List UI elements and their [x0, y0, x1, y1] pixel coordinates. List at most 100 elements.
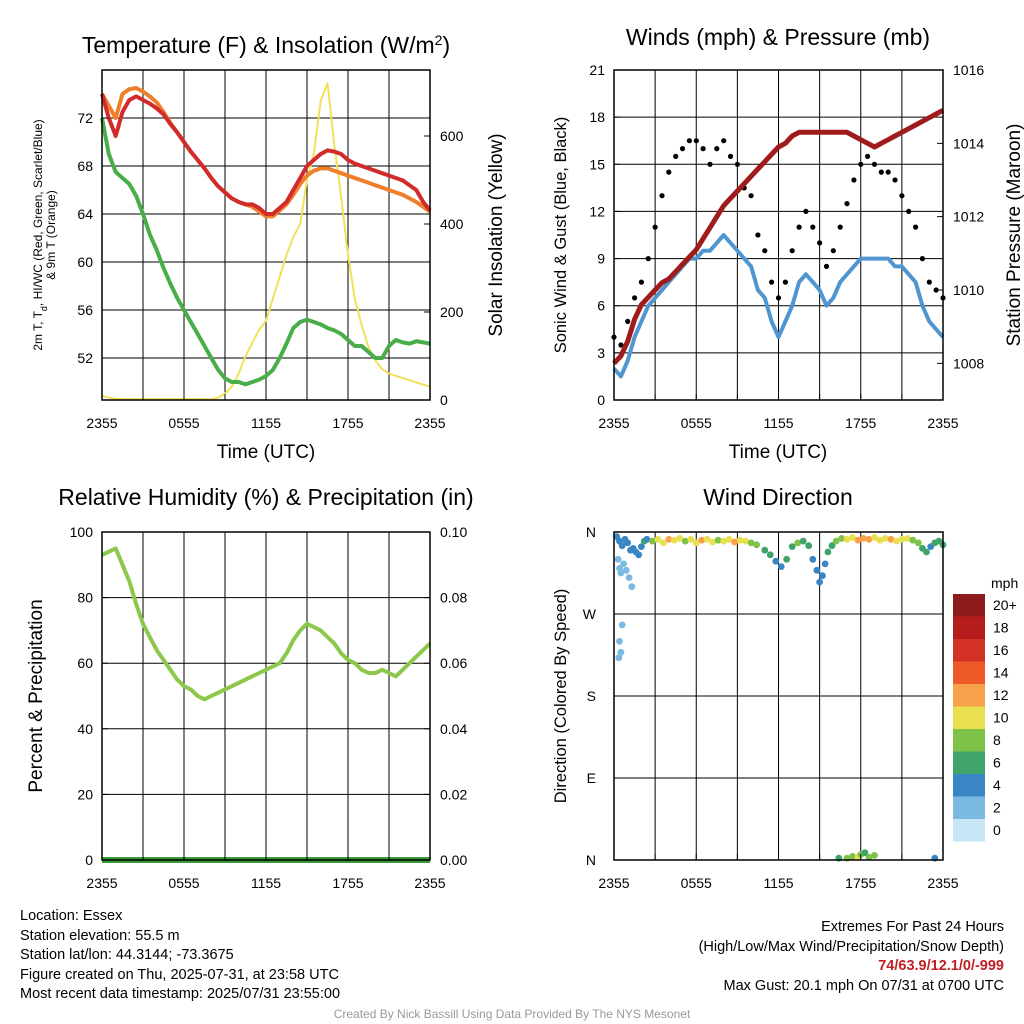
direction-point	[854, 536, 862, 544]
y-tick-label: 68	[77, 158, 93, 174]
temperature-plot-area	[100, 82, 432, 401]
direction-point	[871, 534, 878, 541]
direction-point	[865, 535, 873, 543]
winds-plot-area	[611, 108, 946, 379]
direction-point	[620, 560, 627, 568]
legend-swatch	[953, 661, 985, 684]
x-tick-label: 0555	[168, 875, 199, 891]
direction-point	[861, 849, 869, 857]
gust-point	[673, 153, 679, 159]
temperature-xlabel: Time (UTC)	[217, 442, 316, 463]
direction-point	[821, 560, 829, 568]
svg-text:2m T, Td, HI/WC (Red, Green, S: 2m T, Td, HI/WC (Red, Green, Scarlet/Blu…	[31, 119, 49, 350]
y-tick-label: 40	[77, 721, 93, 737]
direction-point	[736, 536, 744, 544]
direction-point	[747, 539, 755, 547]
direction-point	[849, 853, 856, 860]
direction-point	[816, 578, 823, 586]
y-tick-label: 52	[77, 350, 93, 366]
gust-point	[645, 256, 651, 262]
legend-swatch	[953, 729, 985, 752]
x-tick-label: 0555	[681, 415, 712, 431]
gust-point	[618, 342, 624, 348]
y-tick-label: 60	[77, 254, 93, 270]
y-tick-label: 18	[589, 109, 605, 125]
y2-tick-label: 0	[440, 392, 448, 408]
gust-point	[693, 138, 699, 144]
direction-point	[692, 539, 700, 547]
x-tick-label: 1755	[845, 875, 876, 891]
direction-point	[720, 537, 728, 545]
legend-swatch	[953, 751, 985, 774]
legend-swatch	[953, 706, 985, 729]
legend-swatch	[953, 639, 985, 662]
x-tick-label: 2355	[414, 875, 445, 891]
direction-tick-label: S	[587, 688, 596, 704]
y-tick-label: 64	[77, 206, 93, 222]
y-tick-label: 12	[589, 203, 605, 219]
humidity-panel: Relative Humidity (%) & Precipitation (i…	[26, 484, 474, 891]
direction-point	[670, 536, 678, 544]
x-tick-label: 2355	[927, 415, 958, 431]
direction-point	[766, 551, 774, 559]
credit-line: Created By Nick Bassill Using Data Provi…	[333, 1007, 691, 1021]
station-info: Location: Essex Station elevation: 55.5 m…	[20, 907, 340, 1005]
legend-label: 8	[993, 732, 1001, 748]
legend-swatch	[953, 796, 985, 819]
x-tick-label: 1155	[763, 875, 793, 891]
direction-point	[618, 621, 626, 629]
winds-grid	[614, 70, 943, 400]
gust-point	[707, 161, 713, 167]
y2-tick-label: 1012	[953, 209, 984, 225]
direction-point	[904, 535, 911, 542]
direction-point	[703, 535, 711, 543]
gust-point	[796, 224, 802, 230]
gust-point	[865, 153, 871, 159]
direction-point	[742, 537, 749, 545]
max-gust: Max Gust: 20.1 mph On 07/31 at 0700 UTC	[723, 977, 1004, 994]
legend-label: 16	[993, 642, 1009, 658]
winds-panel: Winds (mph) & Pressure (mb) 2355 0555 1155…	[552, 24, 1024, 463]
legend-label: 14	[993, 665, 1009, 681]
gust-point	[913, 224, 919, 230]
direction-point	[871, 852, 878, 859]
winds-y2label: Station Pressure (Maroon)	[1004, 124, 1024, 347]
direction-point	[909, 536, 917, 544]
y-tick-label: 0	[85, 852, 93, 868]
y2-tick-label: 0.00	[440, 852, 467, 868]
direction-point	[828, 542, 836, 550]
direction-point	[665, 535, 673, 543]
direction-point	[923, 548, 930, 556]
direction-point	[772, 557, 780, 565]
temperature-ylabel: 2m T, Td, HI/WC (Red, Green, Scarlet/Blu…	[31, 119, 58, 350]
direction-tick-label: E	[587, 770, 596, 786]
y2-tick-label: 0.10	[440, 524, 467, 540]
direction-point	[898, 535, 906, 543]
gust-point	[851, 177, 857, 183]
y-tick-label: 100	[70, 524, 94, 540]
legend-swatch	[953, 774, 985, 797]
gust-point	[892, 177, 898, 183]
gust-point	[638, 279, 645, 285]
direction-point	[714, 536, 722, 544]
direction-point	[698, 536, 706, 544]
gust-point	[906, 208, 912, 214]
x-tick-label: 2355	[927, 875, 958, 891]
y-tick-label: 15	[589, 156, 605, 172]
legend-label: 6	[993, 755, 1001, 771]
legend-swatch	[953, 684, 985, 707]
direction-point	[625, 574, 633, 581]
x-tick-label: 0555	[681, 875, 712, 891]
legend-label: 18	[993, 620, 1009, 636]
direction-grid	[614, 532, 943, 860]
direction-point	[660, 539, 667, 547]
winds-ylabel: Sonic Wind & Gust (Blue, Black)	[552, 117, 570, 354]
direction-point	[838, 535, 845, 542]
series-line-insolation	[101, 82, 431, 401]
legend-title: mph	[991, 575, 1018, 591]
direction-point	[893, 537, 900, 545]
legend-label: 12	[993, 687, 1009, 703]
y-tick-label: 3	[597, 345, 605, 361]
y2-tick-label: 0.02	[440, 786, 467, 802]
